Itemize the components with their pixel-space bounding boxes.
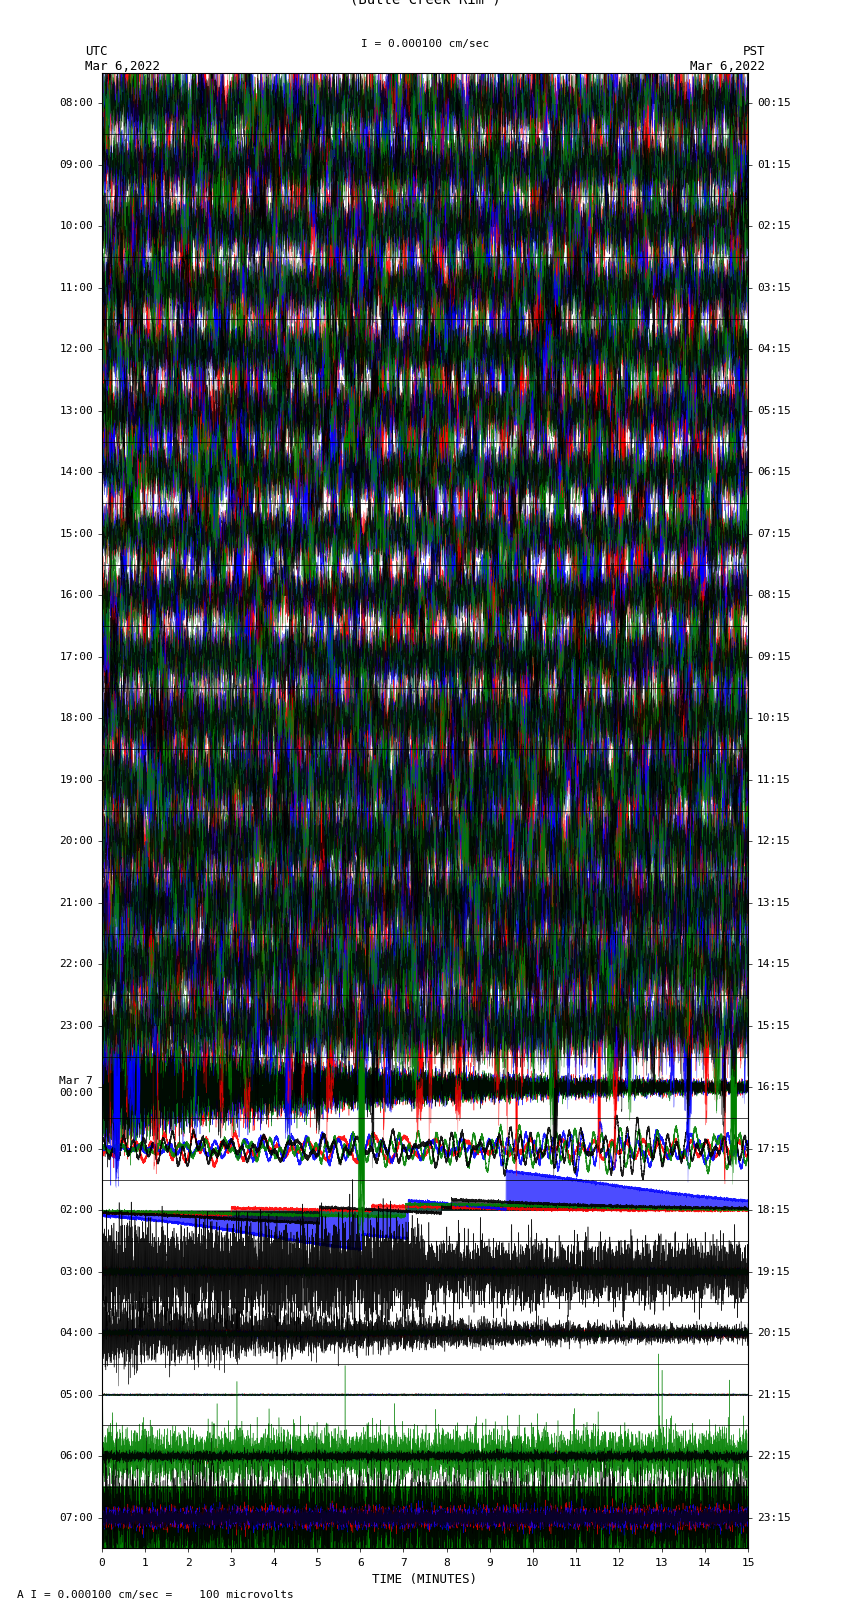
Text: A I = 0.000100 cm/sec =    100 microvolts: A I = 0.000100 cm/sec = 100 microvolts <box>17 1590 294 1600</box>
Text: UTC: UTC <box>85 45 107 58</box>
Text: Mar 6,2022: Mar 6,2022 <box>690 60 765 73</box>
Text: LBC EHZ NC
(Butte Creek Rim ): LBC EHZ NC (Butte Creek Rim ) <box>349 0 501 6</box>
Text: PST: PST <box>743 45 765 58</box>
Text: Mar 6,2022: Mar 6,2022 <box>85 60 160 73</box>
Text: I = 0.000100 cm/sec: I = 0.000100 cm/sec <box>361 39 489 48</box>
X-axis label: TIME (MINUTES): TIME (MINUTES) <box>372 1573 478 1586</box>
